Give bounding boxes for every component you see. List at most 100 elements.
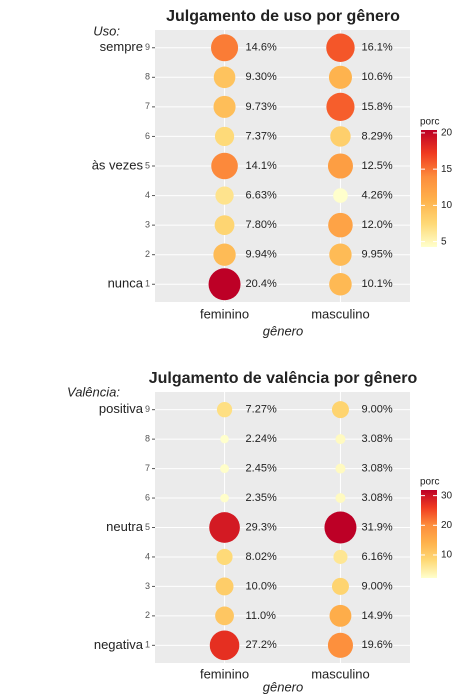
y-side-label: neutra: [106, 519, 144, 534]
y-tick-label: 1: [145, 640, 150, 650]
bubble: [215, 186, 234, 205]
legend-title: porc: [420, 117, 439, 128]
value-label: 9.94%: [246, 249, 277, 261]
value-label: 14.9%: [361, 610, 392, 622]
value-label: 10.0%: [246, 580, 277, 592]
y-tick-label: 4: [145, 190, 150, 200]
bubble: [209, 512, 240, 543]
value-label: 19.6%: [361, 639, 392, 651]
bubble: [324, 511, 357, 544]
bubble: [326, 33, 355, 62]
colorbar-tick-label: 5: [441, 236, 447, 247]
y-tick-label: 9: [145, 42, 150, 52]
y-tick-label: 5: [145, 160, 150, 170]
colorbar-tick-label: 30: [441, 490, 453, 501]
bubble: [208, 268, 241, 301]
bubble: [330, 126, 351, 147]
x-axis-label: gênero: [263, 323, 303, 338]
value-label: 3.08%: [361, 433, 392, 445]
value-label: 3.08%: [361, 462, 392, 474]
value-label: 6.63%: [246, 189, 277, 201]
y-tick-label: 3: [145, 581, 150, 591]
y-note: Uso:: [93, 23, 120, 38]
colorbar-tick-label: 10: [441, 550, 453, 561]
y-tick-label: 7: [145, 101, 150, 111]
bubble: [331, 401, 349, 419]
value-label: 9.95%: [361, 249, 392, 261]
y-tick-label: 6: [145, 492, 150, 502]
value-label: 10.1%: [361, 278, 392, 290]
chart-title: Julgamento de uso por gênero: [166, 8, 400, 25]
y-tick-label: 2: [145, 610, 150, 620]
y-tick-label: 5: [145, 522, 150, 532]
value-label: 16.1%: [361, 42, 392, 54]
y-side-label: positiva: [99, 401, 144, 416]
bubble: [215, 577, 234, 596]
value-label: 12.5%: [361, 160, 392, 172]
value-label: 15.8%: [361, 101, 392, 113]
value-label: 10.6%: [361, 71, 392, 83]
y-tick-label: 2: [145, 249, 150, 259]
value-label: 8.29%: [361, 130, 392, 142]
bubble: [331, 577, 349, 595]
bubble: [216, 548, 233, 565]
chart-title: Julgamento de valência por gênero: [149, 370, 418, 387]
bubble: [209, 630, 240, 661]
bubble: [335, 493, 346, 504]
bubble: [329, 273, 352, 296]
value-label: 7.37%: [246, 130, 277, 142]
bubble: [333, 188, 348, 203]
value-label: 29.3%: [246, 521, 277, 533]
y-tick-label: 3: [145, 220, 150, 230]
value-label: 8.02%: [246, 551, 277, 563]
bubble: [213, 243, 236, 266]
value-label: 12.0%: [361, 219, 392, 231]
colorbar: [421, 130, 437, 247]
value-label: 3.08%: [361, 492, 392, 504]
bubble: [327, 632, 353, 658]
y-side-label: negativa: [94, 637, 144, 652]
bubble: [328, 212, 353, 238]
value-label: 27.2%: [246, 639, 277, 651]
value-label: 9.73%: [246, 101, 277, 113]
bubble: [333, 549, 348, 564]
value-label: 31.9%: [361, 521, 392, 533]
colorbar-tick-label: 15: [441, 164, 453, 175]
value-label: 20.4%: [246, 278, 277, 290]
bubble: [335, 434, 346, 445]
bubble: [215, 606, 234, 626]
y-tick-label: 8: [145, 72, 150, 82]
bubble: [328, 65, 352, 89]
colorbar: [421, 490, 437, 578]
x-tick-label: feminino: [200, 666, 249, 681]
value-label: 2.35%: [246, 492, 277, 504]
y-tick-label: 6: [145, 131, 150, 141]
value-label: 4.26%: [361, 189, 392, 201]
y-note: Valência:: [67, 384, 120, 399]
value-label: 6.16%: [361, 551, 392, 563]
value-label: 2.24%: [246, 433, 277, 445]
legend-title: porc: [420, 477, 439, 488]
x-tick-label: masculino: [311, 306, 370, 321]
bubble: [326, 92, 355, 121]
value-label: 14.6%: [246, 42, 277, 54]
value-label: 14.1%: [246, 160, 277, 172]
bubble: [329, 604, 352, 627]
y-side-label: sempre: [100, 39, 143, 54]
bubble: [213, 95, 236, 118]
y-tick-label: 7: [145, 463, 150, 473]
bubble: [211, 34, 239, 62]
bubble: [216, 402, 233, 418]
bubble: [214, 126, 235, 147]
x-tick-label: masculino: [311, 666, 370, 681]
bubble: [214, 215, 235, 236]
bubble: [220, 493, 229, 503]
colorbar-tick-label: 10: [441, 200, 453, 211]
value-label: 9.00%: [361, 580, 392, 592]
bubble: [335, 463, 346, 474]
y-tick-label: 1: [145, 279, 150, 289]
y-tick-label: 9: [145, 404, 150, 414]
value-label: 9.00%: [361, 404, 392, 416]
bubble: [220, 464, 229, 474]
